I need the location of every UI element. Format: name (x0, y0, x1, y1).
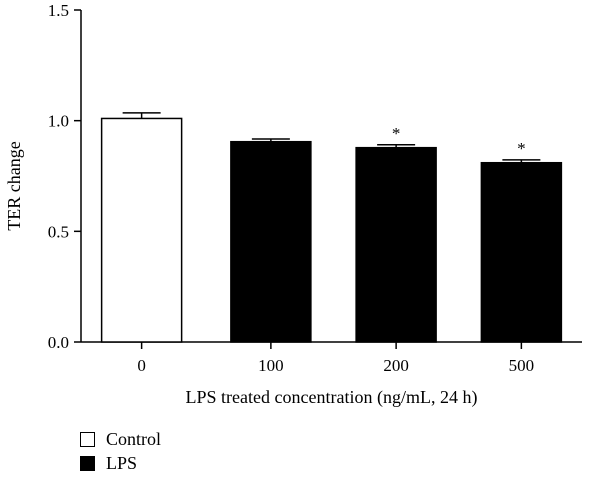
x-tick-label-200: 200 (383, 356, 409, 375)
bar-chart: 0.0 0.5 1.0 1.5 0 100 200 * 500 * LPS treated conc… (4, 1, 582, 408)
y-tick-label-1: 0.5 (48, 222, 69, 241)
legend-label-lps: LPS (106, 452, 138, 473)
x-axis-title: LPS treated concentration (ng/mL, 24 h) (186, 387, 478, 408)
y-tick-label-0: 0.0 (48, 333, 69, 352)
legend-label-control: Control (106, 428, 162, 449)
x-tick-label-0: 0 (137, 356, 146, 375)
legend-swatch-control (80, 431, 95, 447)
legend-swatch-lps (80, 455, 95, 471)
labels: 0.0 0.5 1.0 1.5 0 100 200 * 500 * LPS treated conc… (4, 1, 534, 408)
bar-100 (230, 140, 312, 343)
bar-500 (480, 161, 563, 343)
bar-0 (100, 117, 183, 343)
y-tick-label-3: 1.5 (48, 1, 69, 20)
x-tick-label-100: 100 (258, 356, 284, 375)
legend-item-control: Control (80, 427, 161, 451)
y-tick-label-2: 1.0 (48, 112, 69, 131)
significance-marker-500: * (517, 139, 526, 158)
significance-marker-200: * (392, 124, 401, 143)
x-tick-label-500: 500 (509, 356, 535, 375)
legend: Control LPS (80, 427, 161, 475)
bar-200 (355, 146, 437, 343)
y-axis-title: TER change (4, 141, 24, 230)
bars (100, 112, 563, 343)
legend-item-lps: LPS (80, 451, 161, 475)
